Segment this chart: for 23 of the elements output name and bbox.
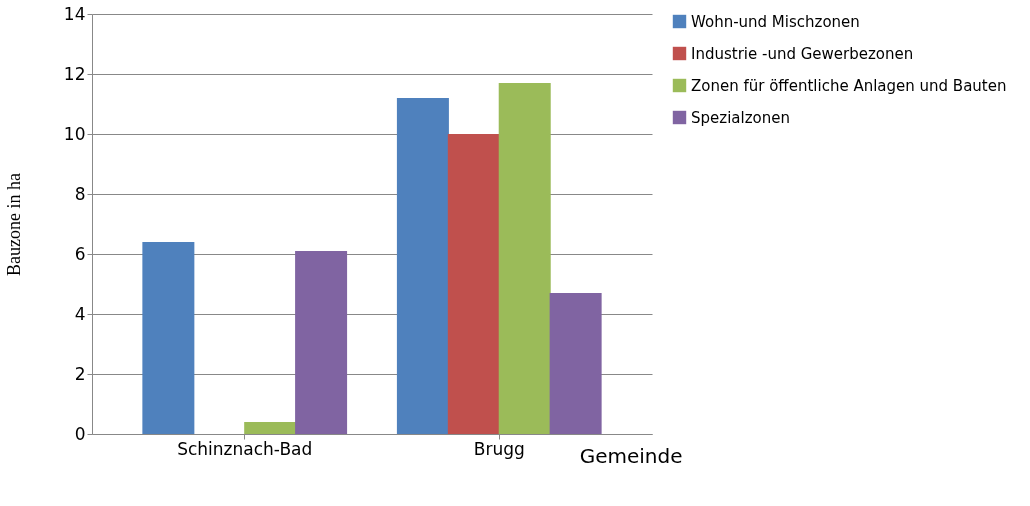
bar <box>396 98 449 434</box>
y-tick-label: 2 <box>74 363 86 384</box>
legend-label: Spezialzonen <box>691 108 790 127</box>
bar <box>549 293 602 434</box>
legend-label: Zonen für öffentliche Anlagen und Bauten <box>691 76 1007 95</box>
bar <box>244 422 297 434</box>
y-tick-label: 6 <box>74 243 86 264</box>
x-tick-label: Brugg <box>473 438 525 459</box>
bar <box>295 251 348 434</box>
legend-label: Industrie -und Gewerbezonen <box>691 44 914 63</box>
x-axis-title: Gemeinde <box>579 443 683 468</box>
y-tick-label: 14 <box>63 3 86 24</box>
bar <box>447 134 500 434</box>
legend-label: Wohn-und Mischzonen <box>691 12 860 31</box>
y-tick-label: 8 <box>74 183 86 204</box>
y-axis-title: Bauzone in ha <box>3 173 24 276</box>
y-tick-label: 12 <box>63 63 86 84</box>
x-tick-label: Schinznach-Bad <box>177 438 313 459</box>
y-tick-label: 0 <box>74 423 86 444</box>
y-tick-label: 10 <box>63 123 86 144</box>
bar <box>498 83 551 434</box>
bar <box>142 242 195 434</box>
y-tick-label: 4 <box>74 303 86 324</box>
